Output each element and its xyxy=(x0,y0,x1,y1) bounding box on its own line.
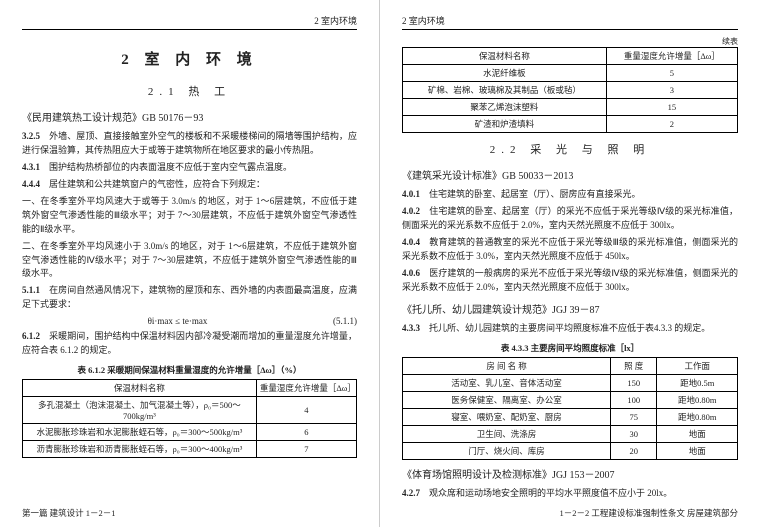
page-right: 2 室内环境 续表 保温材料名称 重量湿度允许增量［Δω］ 水泥纤维板5 矿棉、… xyxy=(380,0,760,527)
table-4-3-3: 房 间 名 称 照 度 工作面 活动室、乳儿室、音体活动室150距地0.5m 医… xyxy=(402,357,738,460)
para-4-3-3: 4.3.3 托儿所、幼儿园建筑的主要房间平均照度标准不应低于表4.3.3 的规定… xyxy=(402,322,738,336)
section-2-1: 2.1 热 工 xyxy=(22,83,357,99)
table-6-1-2-caption: 表 6.1.2 采暖期间保温材料重量湿度的允许增量［Δω］（%） xyxy=(22,364,357,376)
page-spread: 2 室内环境 2 室 内 环 境 2.1 热 工 《民用建筑热工设计规范》GB … xyxy=(0,0,760,527)
table-4-3-3-caption: 表 4.3.3 主要房间平均照度标准［lx］ xyxy=(402,342,738,354)
para-4-0-2: 4.0.2 住宅建筑的卧室、起居室（厅）的采光不应低于采光等级Ⅳ级的采光标准值，… xyxy=(402,205,738,233)
footer-left: 第一篇 建筑设计 1－2－1 xyxy=(22,507,116,519)
para-4-0-1: 4.0.1 住宅建筑的卧室、起居室（厅）、厨房应有直接采光。 xyxy=(402,188,738,202)
para-4-4-4-a: 一、在冬季室外平均风速大于或等于 3.0m/s 的地区，对于 1～6层建筑，不应… xyxy=(22,195,357,237)
para-4-2-7: 4.2.7 观众席和运动场地安全照明的平均水平照度值不应小于 20lx。 xyxy=(402,487,738,501)
table-row: 医务保健室、隔离室、办公室100距地0.80m xyxy=(403,391,738,408)
para-4-4-4-b: 二、在冬季室外平均风速小于 3.0m/s 的地区，对于 1～6层建筑，不应低于建… xyxy=(22,240,357,282)
table-row: 寝室、喂奶室、配奶室、厨房75距地0.80m xyxy=(403,408,738,425)
table-row: 水泥膨胀珍珠岩和水泥膨胀蛭石等，ρ₀＝300～500kg/m³6 xyxy=(23,424,357,441)
para-3-2-5: 3.2.5 外墙、屋顶、直接接触室外空气的楼板和不采暖楼梯间的隔墙等围护结构，应… xyxy=(22,130,357,158)
table-row: 水泥纤维板5 xyxy=(403,65,738,82)
table-row: 聚苯乙烯泡沫塑料15 xyxy=(403,99,738,116)
table-row: 门厅、烧火间、库房20地面 xyxy=(403,442,738,459)
ref-jgj39: 《托儿所、幼儿园建筑设计规范》JGJ 39－87 xyxy=(402,301,738,316)
header-right: 2 室内环境 xyxy=(402,14,738,30)
table-row: 矿棉、岩棉、玻璃棉及其制品（板或毡）3 xyxy=(403,82,738,99)
table-row: 矿渣和炉渣填料2 xyxy=(403,116,738,133)
table-6-1-2: 保温材料名称 重量湿度允许增量［Δω］ 多孔混凝土（泡沫混凝土、加气混凝土等），… xyxy=(22,379,357,458)
para-4-3-1: 4.3.1 围护结构热桥部位的内表面温度不应低于室内空气露点温度。 xyxy=(22,161,357,175)
chapter-title: 2 室 内 环 境 xyxy=(22,48,357,69)
formula-5-1-1: θi·max ≤ te·max (5.1.1) xyxy=(22,316,357,326)
ref-gb50033: 《建筑采光设计标准》GB 50033－2013 xyxy=(402,167,738,182)
table-row: 多孔混凝土（泡沫混凝土、加气混凝土等），ρ₀＝500～700kg/m³4 xyxy=(23,397,357,424)
header-left: 2 室内环境 xyxy=(22,14,357,30)
page-left: 2 室内环境 2 室 内 环 境 2.1 热 工 《民用建筑热工设计规范》GB … xyxy=(0,0,380,527)
continued-label: 续表 xyxy=(402,36,738,47)
para-6-1-2: 6.1.2 采暖期间，围护结构中保温材料因内部冷凝受潮而增加的重量湿度允许增量，… xyxy=(22,330,357,358)
footer-right: 1－2－2 工程建设标准强制性条文 房屋建筑部分 xyxy=(559,507,738,519)
para-4-0-4: 4.0.4 教育建筑的普通教室的采光不应低于采光等级Ⅲ级的采光标准值，侧面采光的… xyxy=(402,236,738,264)
table-row: 沥青膨胀珍珠岩和沥青膨胀蛭石等，ρ₀＝300～400kg/m³7 xyxy=(23,441,357,458)
table-row: 卫生间、洗涤房30地面 xyxy=(403,425,738,442)
para-5-1-1: 5.1.1 在房间自然通风情况下，建筑物的屋顶和东、西外墙的内表面最高温度，应满… xyxy=(22,284,357,312)
section-2-2: 2.2 采 光 与 照 明 xyxy=(402,141,738,157)
table-row: 活动室、乳儿室、音体活动室150距地0.5m xyxy=(403,374,738,391)
para-4-0-6: 4.0.6 医疗建筑的一般病房的采光不应低于采光等级Ⅳ级的采光标准值，侧面采光的… xyxy=(402,267,738,295)
para-4-4-4: 4.4.4 居住建筑和公共建筑窗户的气密性，应符合下列规定： xyxy=(22,178,357,192)
table-6-1-2-continued: 保温材料名称 重量湿度允许增量［Δω］ 水泥纤维板5 矿棉、岩棉、玻璃棉及其制品… xyxy=(402,47,738,133)
ref-gb50176: 《民用建筑热工设计规范》GB 50176－93 xyxy=(22,109,357,124)
ref-jgj153: 《体育场馆照明设计及检测标准》JGJ 153－2007 xyxy=(402,466,738,481)
